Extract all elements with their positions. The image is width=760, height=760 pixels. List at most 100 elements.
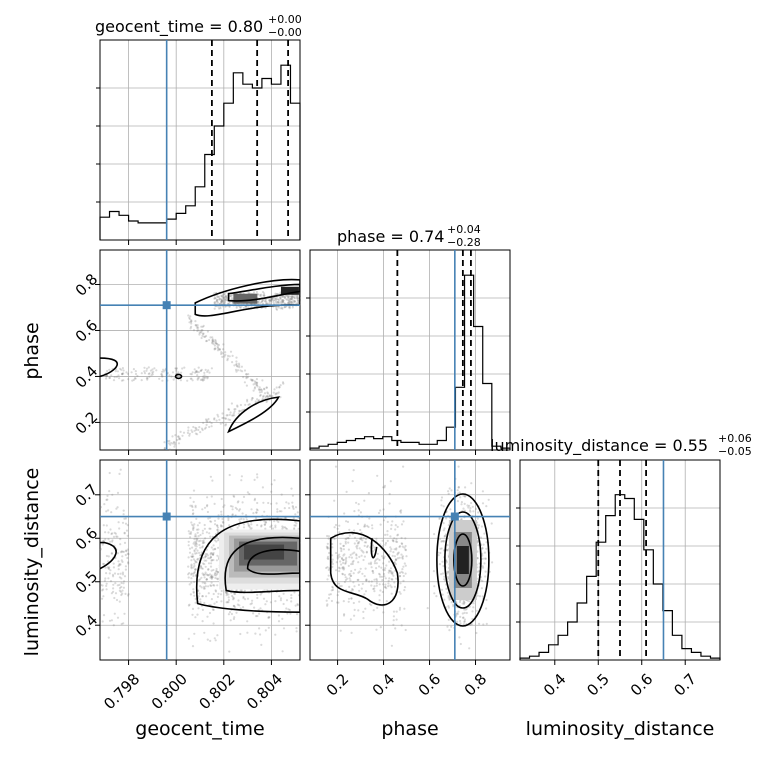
sample-point <box>484 557 487 560</box>
sample-point <box>344 538 347 541</box>
sample-point <box>201 329 204 332</box>
sample-point <box>132 368 135 371</box>
sample-point <box>288 608 291 612</box>
sample-point <box>224 305 227 308</box>
sample-point <box>288 306 291 309</box>
sample-point <box>456 612 459 616</box>
title-luminosity-distance: luminosity_distance = 0.55 <box>490 436 708 456</box>
sample-point <box>258 386 261 389</box>
sample-point <box>244 403 247 406</box>
sample-point <box>232 604 236 607</box>
sample-point <box>457 610 460 613</box>
sample-point <box>193 571 196 574</box>
sample-point <box>127 553 130 556</box>
sample-point <box>252 383 255 386</box>
sample-point <box>190 320 193 323</box>
sample-point <box>209 565 213 568</box>
sample-point <box>231 293 234 296</box>
sample-point <box>214 340 217 343</box>
sample-point <box>404 564 407 567</box>
sample-point <box>203 559 206 562</box>
sample-point <box>198 521 201 525</box>
sample-point <box>117 374 120 377</box>
sample-point <box>357 561 360 564</box>
sample-point <box>221 301 224 304</box>
sample-point <box>190 564 193 567</box>
sample-point <box>187 573 190 576</box>
sample-point <box>195 540 198 543</box>
sample-point <box>296 297 299 300</box>
sample-point <box>256 476 259 479</box>
sample-point <box>205 578 208 581</box>
sample-point <box>446 570 450 574</box>
sample-point <box>384 585 387 588</box>
sample-point <box>263 523 267 526</box>
sample-point <box>248 492 251 496</box>
panel-grid <box>310 250 510 450</box>
sample-point <box>277 614 280 617</box>
sample-point <box>195 537 198 541</box>
sample-point <box>120 585 123 589</box>
sample-point <box>200 331 203 334</box>
sample-point <box>216 528 219 532</box>
sample-point <box>326 603 329 606</box>
sample-point <box>210 575 213 578</box>
sample-point <box>282 382 285 385</box>
sample-point <box>107 555 110 558</box>
sample-point <box>201 529 204 532</box>
sample-point <box>398 545 402 548</box>
sample-point <box>110 511 113 514</box>
sample-point <box>190 577 193 580</box>
sample-point <box>379 509 382 512</box>
panel-frame <box>99 249 301 451</box>
sample-point <box>394 563 397 566</box>
sample-point <box>199 431 202 434</box>
y-tick-label: 0.5 <box>72 567 102 597</box>
sample-point <box>341 567 344 570</box>
sample-point <box>120 581 123 585</box>
sample-point <box>232 597 236 600</box>
sample-point <box>216 571 220 574</box>
sample-point <box>470 482 473 485</box>
sample-point <box>366 545 369 549</box>
sample-point <box>478 595 482 598</box>
sample-point <box>462 616 465 619</box>
sample-point <box>283 517 287 520</box>
sample-point <box>340 556 344 560</box>
sample-point <box>210 562 213 565</box>
sample-point <box>219 301 222 304</box>
sample-point <box>214 342 217 345</box>
sample-point <box>226 302 229 305</box>
sample-point <box>357 542 360 545</box>
sample-point <box>191 607 195 611</box>
sample-point <box>189 536 192 539</box>
sample-point <box>198 333 201 336</box>
sample-point <box>201 545 204 548</box>
sample-point <box>463 509 466 512</box>
sample-point <box>155 369 158 372</box>
sample-point <box>187 426 190 429</box>
sample-point <box>189 315 192 318</box>
sample-point <box>213 297 216 300</box>
sample-point <box>102 595 105 598</box>
sample-point <box>280 302 283 305</box>
sample-point <box>231 361 234 364</box>
sample-point <box>255 511 258 514</box>
sample-point <box>357 578 360 582</box>
sample-point <box>213 584 216 587</box>
x-tick-label: 0.800 <box>148 670 191 713</box>
sample-point <box>170 375 173 378</box>
sample-point <box>283 296 286 299</box>
sample-point <box>122 509 125 512</box>
sample-point <box>393 581 396 584</box>
sample-point <box>213 548 216 551</box>
sample-point <box>274 292 277 295</box>
sample-point <box>335 561 338 564</box>
sample-point <box>345 560 348 563</box>
sample-point <box>236 369 240 372</box>
sample-point <box>443 527 446 530</box>
sample-point <box>481 579 484 582</box>
sample-point <box>194 568 197 571</box>
sample-point <box>249 603 252 606</box>
sample-point <box>392 619 395 622</box>
